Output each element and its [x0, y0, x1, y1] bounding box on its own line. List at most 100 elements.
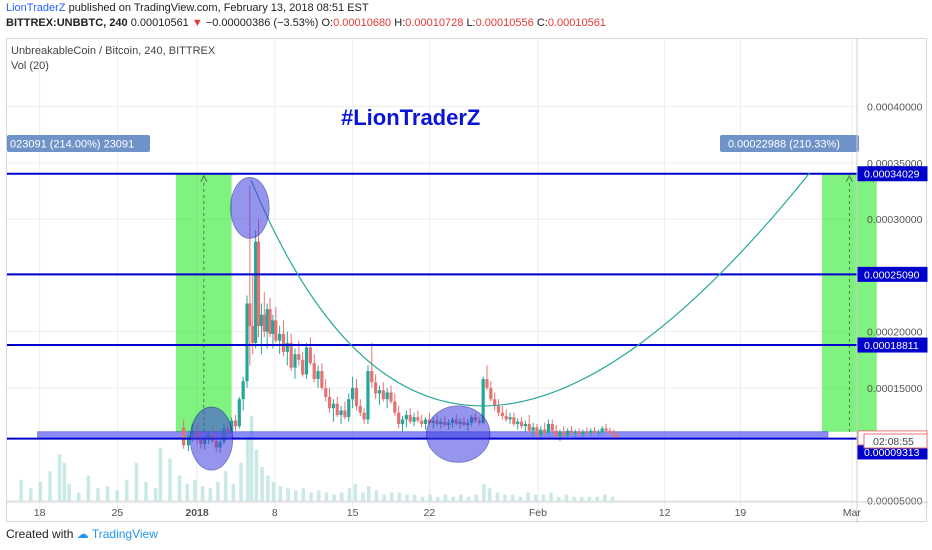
footer: Created with ☁ TradingView [6, 527, 158, 541]
volume-bars [19, 416, 615, 501]
candle-body [230, 420, 234, 432]
volume-bar [466, 496, 471, 501]
high-label: H: [394, 17, 406, 29]
volume-bar [495, 492, 500, 501]
quote-line: BITTREX:UNBBTC, 240 0.00010561 ▼ −0.0000… [6, 17, 606, 29]
volume-bar [115, 490, 119, 501]
horizontal-lines[interactable] [7, 172, 857, 440]
volume-bar [503, 494, 507, 501]
candle-body [493, 399, 497, 406]
volume-bar [389, 492, 394, 501]
volume-bar [332, 494, 336, 501]
open-value: 0.00010680 [333, 17, 392, 29]
candle-body [262, 314, 266, 332]
volume-bar [158, 447, 163, 501]
candle-body [343, 410, 347, 418]
volume-bar [366, 486, 371, 501]
candle-body [327, 396, 332, 409]
candle-body [324, 387, 328, 397]
candle-body [516, 421, 520, 424]
candle-body [351, 387, 355, 400]
cup-arc[interactable] [250, 172, 811, 407]
candle-body [293, 354, 297, 368]
candle-body [519, 421, 524, 427]
candle-body [604, 428, 608, 431]
candle-body [366, 371, 370, 420]
candle-body [585, 431, 589, 433]
candle-body [496, 405, 501, 413]
time-tick-label: 25 [112, 507, 124, 519]
candle-body [531, 427, 535, 431]
volume-bar [564, 494, 569, 501]
volume-bar [443, 494, 448, 501]
time-axis[interactable]: 18 25 2018 8 15 22 Feb 12 19 Mar [7, 501, 928, 519]
candle-body [615, 436, 620, 438]
volume-bar [200, 486, 205, 501]
volume-bar [474, 494, 478, 501]
tradingview-brand[interactable]: TradingView [91, 527, 158, 541]
candle-body [285, 342, 289, 352]
candle-body [577, 431, 581, 435]
close-label: C: [536, 17, 548, 29]
volume-bar [482, 484, 486, 501]
green-zones [175, 173, 877, 432]
volume-bar [278, 486, 283, 501]
volume-bar [487, 488, 492, 501]
chart-panel[interactable]: 023091 (214.00%) 23091 0.00022988 (210.3… [6, 38, 928, 523]
volume-bar [245, 437, 250, 501]
candle-body [186, 435, 191, 446]
author-link[interactable]: LionTraderZ [6, 2, 66, 14]
candle-body [612, 432, 616, 437]
candle-body [335, 403, 339, 415]
price-tag-text: 0.00025090 [864, 269, 920, 281]
highlight-ellipse[interactable] [230, 176, 270, 239]
low-label: L: [466, 17, 476, 29]
highlight-ellipses[interactable] [189, 176, 491, 471]
volume-bar [541, 494, 546, 501]
volume-bar [293, 490, 298, 501]
volume-bar [526, 492, 530, 501]
candle-body [420, 420, 424, 424]
candle-body [301, 359, 305, 375]
candle-body [374, 382, 378, 394]
candle-body [381, 390, 385, 400]
candle-body [400, 419, 405, 424]
price-tick-label: 0.00030000 [867, 214, 923, 226]
candle-body [377, 390, 382, 394]
volume-bar [177, 475, 182, 501]
volume-bar [168, 458, 172, 501]
candle-body [245, 303, 249, 382]
low-value: 0.00010556 [475, 17, 534, 29]
time-tick-label: 18 [34, 507, 46, 519]
price-tag-text: 0.00034029 [864, 169, 920, 181]
candle-body [339, 410, 343, 415]
volume-bar [510, 494, 515, 501]
candle-body [408, 414, 412, 422]
volume-bar [125, 479, 129, 501]
volume-bar [428, 494, 432, 501]
price-tag-box [857, 337, 928, 353]
volume-bar [208, 488, 213, 501]
volume-bar [57, 454, 62, 501]
volume-bar [610, 496, 615, 501]
volume-bar [557, 496, 561, 501]
candle-body [254, 241, 258, 343]
candle-body [393, 401, 397, 413]
candle-body [308, 347, 312, 364]
volume-bar [216, 481, 220, 501]
highlight-ellipse[interactable] [189, 406, 234, 471]
candle-body [370, 371, 374, 383]
price-tag-box [857, 166, 928, 182]
highlight-ellipse[interactable] [426, 405, 491, 463]
measure-labels: 023091 (214.00%) 23091 0.00022988 (210.3… [7, 135, 859, 152]
countdown-box [863, 433, 928, 449]
candle-body [566, 430, 570, 436]
price-chart[interactable]: 023091 (214.00%) 23091 0.00022988 (210.3… [7, 39, 928, 523]
volume-bar [153, 488, 158, 501]
candle-body [271, 320, 275, 334]
volume-bar [301, 488, 306, 501]
volume-bar [86, 475, 91, 501]
published-text: published on TradingView.com, February 1… [65, 2, 369, 14]
volume-bar [239, 462, 243, 501]
volume-bar [533, 494, 538, 501]
